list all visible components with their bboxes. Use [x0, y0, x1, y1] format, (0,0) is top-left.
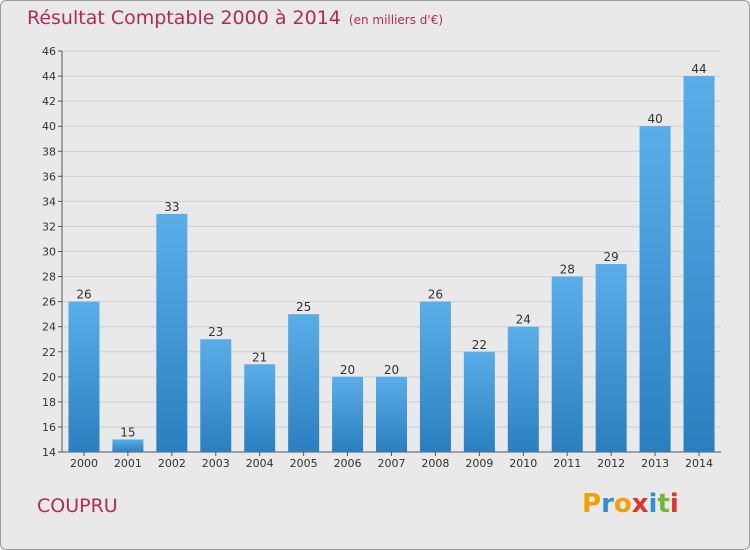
data-label-2012: 29: [604, 250, 619, 264]
bar-2001: [112, 439, 144, 452]
data-label-2003: 23: [208, 325, 223, 339]
data-label-2002: 33: [164, 200, 179, 214]
y-tick-label: 24: [42, 321, 56, 334]
y-tick-label: 28: [42, 271, 56, 284]
x-tick-label-2002: 2002: [158, 457, 186, 470]
data-labels: 26 15 33 23 21 25 20 20 26 22 24 28 29 40 44: [76, 62, 706, 439]
x-tick-label-2011: 2011: [553, 457, 581, 470]
x-tick-label-2010: 2010: [509, 457, 537, 470]
data-label-2010: 24: [516, 313, 531, 327]
data-label-2007: 20: [384, 363, 399, 377]
y-tick-label: 30: [42, 246, 56, 259]
y-tick-label: 40: [42, 120, 56, 133]
data-label-2014: 44: [691, 62, 706, 76]
chart-title: Résultat Comptable 2000 à 2014 (en millie…: [27, 7, 443, 29]
bar-2004: [244, 364, 276, 452]
bar-2003: [200, 339, 232, 452]
data-label-2013: 40: [647, 112, 662, 126]
x-tick-label-2004: 2004: [246, 457, 274, 470]
chart-subtitle: (en milliers d'€): [348, 13, 444, 27]
y-tick-label: 26: [42, 296, 56, 309]
bar-2000: [68, 301, 100, 452]
y-tick-label: 46: [42, 45, 56, 58]
bar-2014: [683, 76, 715, 452]
y-tick-label: 38: [42, 145, 56, 158]
data-label-2000: 26: [76, 288, 91, 302]
logo-letter: o: [613, 489, 632, 519]
x-tick-label-2006: 2006: [334, 457, 362, 470]
y-tick-label: 34: [42, 195, 56, 208]
data-label-2009: 22: [472, 338, 487, 352]
bar-2013: [639, 126, 671, 452]
bar-2005: [288, 314, 320, 452]
logo-letter: r: [601, 489, 614, 519]
bar-2011: [551, 276, 583, 452]
chart-title-text: Résultat Comptable 2000 à 2014: [27, 7, 341, 29]
bar-2008: [419, 301, 451, 452]
logo-letter: P: [582, 489, 602, 519]
bar-2002: [156, 213, 188, 452]
y-tick-label: 44: [42, 70, 56, 83]
x-tick-label-2013: 2013: [641, 457, 669, 470]
y-tick-label: 32: [42, 220, 56, 233]
x-tick-label-2003: 2003: [202, 457, 230, 470]
y-tick-label: 20: [42, 371, 56, 384]
y-tick-label: 18: [42, 396, 56, 409]
data-label-2004: 21: [252, 350, 267, 364]
x-tick-label-2001: 2001: [114, 457, 142, 470]
y-tick-label: 36: [42, 170, 56, 183]
y-tick-label: 16: [42, 421, 56, 434]
proxiti-logo: Proxiti: [582, 489, 679, 519]
y-tick-label: 14: [42, 446, 56, 459]
commune-name: COUPRU: [37, 495, 118, 517]
data-label-2005: 25: [296, 300, 311, 314]
bars: [68, 76, 715, 452]
data-label-2008: 26: [428, 288, 443, 302]
data-label-2001: 15: [120, 425, 135, 439]
data-label-2006: 20: [340, 363, 355, 377]
x-tick-label-2008: 2008: [421, 457, 449, 470]
bar-2006: [332, 376, 364, 452]
logo-letter: i: [648, 489, 658, 519]
bar-2009: [463, 351, 495, 452]
x-tick-label-2012: 2012: [597, 457, 625, 470]
bar-2012: [595, 264, 627, 452]
logo-letter: x: [631, 489, 649, 519]
x-tick-label-2005: 2005: [290, 457, 318, 470]
data-label-2011: 28: [560, 263, 575, 277]
x-tick-label-2000: 2000: [70, 457, 98, 470]
logo-letter: t: [657, 489, 670, 519]
bar-2010: [507, 326, 539, 452]
y-tick-label: 22: [42, 346, 56, 359]
x-tick-label-2014: 2014: [685, 457, 713, 470]
x-tick-label-2009: 2009: [465, 457, 493, 470]
x-tick-label-2007: 2007: [378, 457, 406, 470]
logo-letter: i: [669, 489, 679, 519]
y-tick-label: 42: [42, 95, 56, 108]
bar-2007: [376, 376, 407, 452]
